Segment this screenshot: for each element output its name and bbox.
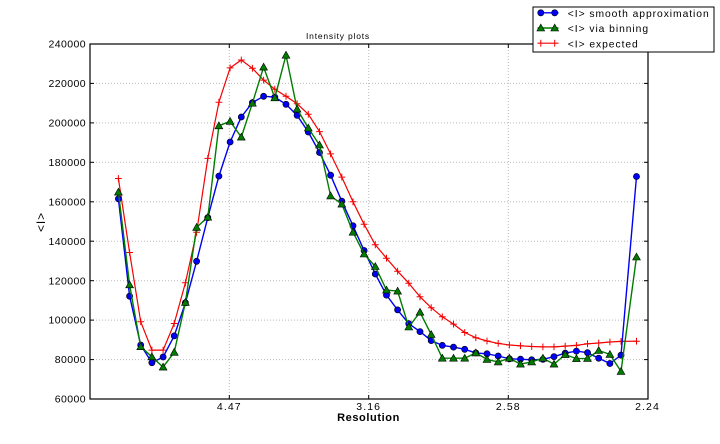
svg-text:240000: 240000 [49, 39, 86, 51]
svg-text:100000: 100000 [49, 315, 86, 327]
svg-text:120000: 120000 [49, 275, 86, 287]
svg-text:60000: 60000 [55, 394, 86, 406]
svg-text:Resolution: Resolution [337, 412, 400, 424]
svg-text:Intensity plots: Intensity plots [306, 31, 370, 41]
svg-text:<I>: <I> [34, 212, 48, 232]
svg-text:160000: 160000 [49, 196, 86, 208]
svg-text:140000: 140000 [49, 236, 86, 248]
svg-text:180000: 180000 [49, 157, 86, 169]
svg-text:2.58: 2.58 [496, 401, 521, 413]
svg-text:2.24: 2.24 [635, 401, 660, 413]
svg-text:<I> smooth approximation: <I> smooth approximation [568, 9, 710, 20]
svg-text:200000: 200000 [49, 118, 86, 130]
svg-text:<I> expected: <I> expected [568, 39, 639, 50]
svg-text:3.16: 3.16 [356, 401, 381, 413]
svg-text:220000: 220000 [49, 78, 86, 90]
svg-text:80000: 80000 [55, 354, 86, 366]
svg-text:<I> via binning: <I> via binning [568, 24, 649, 35]
svg-text:4.47: 4.47 [217, 401, 242, 413]
